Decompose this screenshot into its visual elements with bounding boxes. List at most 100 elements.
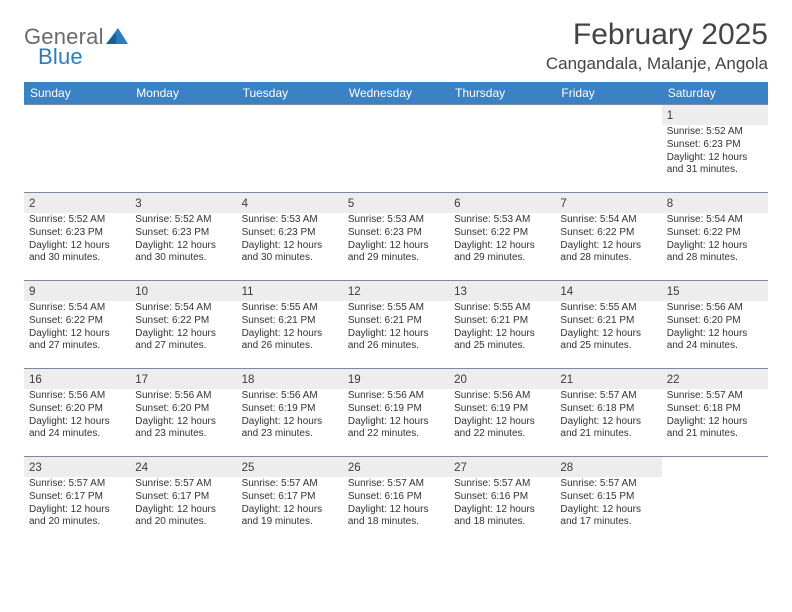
day-number-row: 12	[343, 281, 449, 301]
day-number-row: 24	[130, 457, 236, 477]
day-number: 24	[135, 462, 148, 474]
sunrise-line: Sunrise: 5:54 AM	[29, 302, 125, 315]
calendar-day-cell: 14Sunrise: 5:55 AMSunset: 6:21 PMDayligh…	[555, 281, 661, 369]
calendar-day-cell: 3Sunrise: 5:52 AMSunset: 6:23 PMDaylight…	[130, 193, 236, 281]
daylight-line: Daylight: 12 hours and 30 minutes.	[242, 240, 338, 266]
weekday-header-row: Sunday Monday Tuesday Wednesday Thursday…	[24, 82, 768, 105]
day-number: 26	[348, 462, 361, 474]
calendar-day-cell: 4Sunrise: 5:53 AMSunset: 6:23 PMDaylight…	[237, 193, 343, 281]
calendar-day-cell: 15Sunrise: 5:56 AMSunset: 6:20 PMDayligh…	[662, 281, 768, 369]
day-details: Sunrise: 5:56 AMSunset: 6:19 PMDaylight:…	[449, 389, 555, 443]
day-number-row: 23	[24, 457, 130, 477]
day-number: 1	[667, 110, 673, 122]
calendar-day-cell: 28 Sunrise: 5:57 AMSunset: 6:15 PMDayligh…	[555, 457, 661, 545]
sunrise-line: Sunrise: 5:55 AM	[242, 302, 338, 315]
daylight-line: Daylight: 12 hours and 23 minutes.	[135, 416, 231, 442]
sunset-line: Sunset: 6:21 PM	[348, 315, 444, 328]
day-number: 16	[29, 374, 42, 386]
calendar-day-cell: 20Sunrise: 5:56 AMSunset: 6:19 PMDayligh…	[449, 369, 555, 457]
day-details: Sunrise: 5:52 AMSunset: 6:23 PMDaylight:…	[24, 213, 130, 267]
sunrise-line: Sunrise: 5:56 AM	[242, 390, 338, 403]
sunset-line: Sunset: 6:16 PM	[454, 491, 550, 504]
calendar-day-cell	[555, 105, 661, 193]
sunset-line: Sunset: 6:22 PM	[29, 315, 125, 328]
day-details: Sunrise: 5:56 AMSunset: 6:20 PMDaylight:…	[662, 301, 768, 355]
day-number: 25	[242, 462, 255, 474]
day-number: 21	[560, 374, 573, 386]
weekday-header: Friday	[555, 82, 661, 105]
sunset-line: Sunset: 6:23 PM	[348, 227, 444, 240]
daylight-line: Daylight: 12 hours and 18 minutes.	[454, 504, 550, 530]
day-number: 28	[560, 462, 573, 474]
weekday-header: Sunday	[24, 82, 130, 105]
day-details: Sunrise: 5:53 AMSunset: 6:23 PMDaylight:…	[343, 213, 449, 267]
day-details: Sunrise: 5:57 AMSunset: 6:16 PMDaylight:…	[449, 477, 555, 531]
daylight-line: Daylight: 12 hours and 27 minutes.	[135, 328, 231, 354]
daylight-line: Daylight: 12 hours and 23 minutes.	[242, 416, 338, 442]
sunset-line: Sunset: 6:16 PM	[348, 491, 444, 504]
day-number: 7	[560, 198, 566, 210]
day-details: Sunrise: 5:56 AMSunset: 6:20 PMDaylight:…	[24, 389, 130, 443]
sunset-line: Sunset: 6:23 PM	[242, 227, 338, 240]
weekday-header: Saturday	[662, 82, 768, 105]
sunset-line: Sunset: 6:17 PM	[29, 491, 125, 504]
daylight-line: Daylight: 12 hours and 19 minutes.	[242, 504, 338, 530]
daylight-line: Daylight: 12 hours and 24 minutes.	[667, 328, 763, 354]
day-details: Sunrise: 5:55 AMSunset: 6:21 PMDaylight:…	[343, 301, 449, 355]
sunrise-line: Sunrise: 5:54 AM	[135, 302, 231, 315]
calendar-day-cell	[24, 105, 130, 193]
calendar-day-cell: 7 Sunrise: 5:54 AMSunset: 6:22 PMDaylight…	[555, 193, 661, 281]
day-details: Sunrise: 5:57 AMSunset: 6:17 PMDaylight:…	[24, 477, 130, 531]
weekday-header: Tuesday	[237, 82, 343, 105]
sunset-line: Sunset: 6:19 PM	[242, 403, 338, 416]
day-details: Sunrise: 5:55 AMSunset: 6:21 PMDaylight:…	[449, 301, 555, 355]
day-details: Sunrise: 5:56 AMSunset: 6:19 PMDaylight:…	[237, 389, 343, 443]
day-details: Sunrise: 5:54 AMSunset: 6:22 PMDaylight:…	[24, 301, 130, 355]
day-number: 4	[242, 198, 248, 210]
calendar-day-cell: 26 Sunrise: 5:57 AMSunset: 6:16 PMDayligh…	[343, 457, 449, 545]
day-number-row: 6	[449, 193, 555, 213]
title-block: February 2025 Cangandala, Malanje, Angol…	[546, 18, 768, 74]
sunrise-line: Sunrise: 5:52 AM	[667, 126, 763, 139]
sunset-line: Sunset: 6:20 PM	[135, 403, 231, 416]
day-number-row: 10	[130, 281, 236, 301]
day-number: 9	[29, 286, 35, 298]
calendar-day-cell	[130, 105, 236, 193]
sunrise-line: Sunrise: 5:56 AM	[135, 390, 231, 403]
day-number-row: 15	[662, 281, 768, 301]
sail-icon	[106, 28, 128, 44]
day-number-row: 27	[449, 457, 555, 477]
daylight-line: Daylight: 12 hours and 20 minutes.	[29, 504, 125, 530]
calendar-day-cell: 18Sunrise: 5:56 AMSunset: 6:19 PMDayligh…	[237, 369, 343, 457]
daylight-line: Daylight: 12 hours and 24 minutes.	[29, 416, 125, 442]
day-number-row: 11	[237, 281, 343, 301]
sunset-line: Sunset: 6:18 PM	[560, 403, 656, 416]
day-details: Sunrise: 5:55 AMSunset: 6:21 PMDaylight:…	[555, 301, 661, 355]
day-number-row: 16	[24, 369, 130, 389]
calendar-day-cell: 19Sunrise: 5:56 AMSunset: 6:19 PMDayligh…	[343, 369, 449, 457]
sunrise-line: Sunrise: 5:54 AM	[667, 214, 763, 227]
sunrise-line: Sunrise: 5:56 AM	[29, 390, 125, 403]
day-details: Sunrise: 5:56 AMSunset: 6:19 PMDaylight:…	[343, 389, 449, 443]
day-number: 17	[135, 374, 148, 386]
calendar-day-cell: 8Sunrise: 5:54 AMSunset: 6:22 PMDaylight…	[662, 193, 768, 281]
day-number: 8	[667, 198, 673, 210]
calendar-day-cell	[662, 457, 768, 545]
day-details: Sunrise: 5:57 AMSunset: 6:16 PMDaylight:…	[343, 477, 449, 531]
day-details: Sunrise: 5:54 AMSunset: 6:22 PMDaylight:…	[555, 213, 661, 267]
sunset-line: Sunset: 6:23 PM	[135, 227, 231, 240]
calendar-week-row: 9Sunrise: 5:54 AMSunset: 6:22 PMDaylight…	[24, 281, 768, 369]
day-number-row: 7	[555, 193, 661, 213]
day-details: Sunrise: 5:57 AMSunset: 6:15 PMDaylight:…	[555, 477, 661, 531]
location: Cangandala, Malanje, Angola	[546, 54, 768, 74]
day-number-row: 5	[343, 193, 449, 213]
day-number-row: 3	[130, 193, 236, 213]
sunset-line: Sunset: 6:22 PM	[560, 227, 656, 240]
sunrise-line: Sunrise: 5:57 AM	[242, 478, 338, 491]
sunset-line: Sunset: 6:22 PM	[667, 227, 763, 240]
day-number-row: 13	[449, 281, 555, 301]
calendar-day-cell: 23Sunrise: 5:57 AMSunset: 6:17 PMDayligh…	[24, 457, 130, 545]
day-number: 13	[454, 286, 467, 298]
calendar-day-cell: 10Sunrise: 5:54 AMSunset: 6:22 PMDayligh…	[130, 281, 236, 369]
daylight-line: Daylight: 12 hours and 25 minutes.	[560, 328, 656, 354]
